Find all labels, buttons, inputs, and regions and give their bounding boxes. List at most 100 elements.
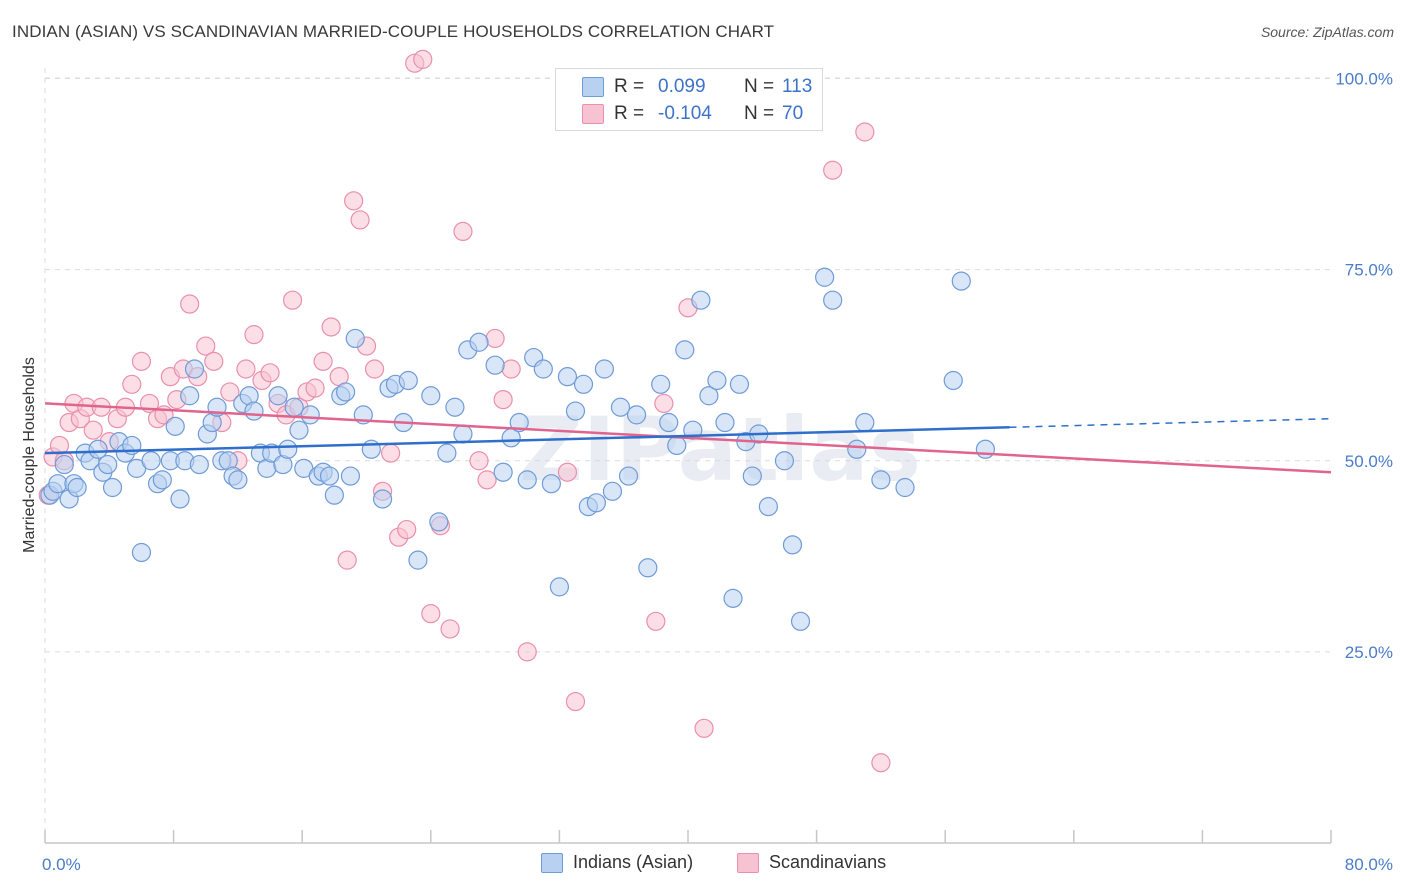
point-indians xyxy=(289,420,309,440)
stats-row-scandinavians: R = -0.104 N = 70 xyxy=(556,102,803,126)
point-scandinavians xyxy=(196,336,216,356)
point-scandinavians xyxy=(453,221,473,241)
point-scandinavians xyxy=(517,642,537,662)
point-scandinavians xyxy=(871,753,891,773)
point-scandinavians xyxy=(337,550,357,570)
point-scandinavians xyxy=(282,290,303,310)
point-indians xyxy=(758,497,778,517)
stats-row-indians: R = 0.099 N = 113 xyxy=(556,75,812,99)
point-indians xyxy=(278,439,298,459)
point-scandinavians xyxy=(557,462,578,482)
point-indians xyxy=(324,485,344,505)
point-indians xyxy=(602,481,623,501)
point-scandinavians xyxy=(244,325,264,345)
point-scandinavians xyxy=(654,393,674,414)
legend-label-scandinavians: Scandinavians xyxy=(769,852,887,872)
point-indians xyxy=(184,359,205,379)
point-indians xyxy=(895,477,915,498)
point-indians xyxy=(847,439,867,459)
y-tick-label: 25.0% xyxy=(1345,643,1393,662)
legend-item-scandinavians[interactable]: Scandinavians xyxy=(737,852,886,873)
point-indians xyxy=(445,397,465,417)
point-indians xyxy=(594,359,615,379)
point-indians xyxy=(618,466,639,486)
point-scandinavians xyxy=(421,604,441,624)
n-label: N = xyxy=(744,103,775,124)
point-indians xyxy=(244,401,264,421)
trend-line-indians xyxy=(44,426,1010,455)
r-label: R = xyxy=(614,76,645,97)
point-indians xyxy=(715,412,735,433)
point-indians xyxy=(421,386,441,406)
legend-item-indians[interactable]: Indians (Asian) xyxy=(541,852,693,873)
point-indians xyxy=(675,340,695,360)
source-credit: Source: ZipAtlas.com xyxy=(1260,24,1394,40)
point-indians xyxy=(228,470,248,490)
legend-label-indians: Indians (Asian) xyxy=(573,852,694,872)
point-scandinavians xyxy=(364,359,385,379)
x-tick-label-min: 0.0% xyxy=(42,855,81,874)
point-scandinavians xyxy=(83,420,103,440)
point-indians xyxy=(165,416,185,436)
point-indians xyxy=(453,424,473,444)
point-indians xyxy=(951,271,971,291)
point-scandinavians xyxy=(305,378,325,398)
indians-legend-swatch xyxy=(541,852,563,873)
point-scandinavians xyxy=(204,351,224,371)
point-scandinavians xyxy=(469,451,489,471)
point-scandinavians xyxy=(313,351,333,371)
point-indians xyxy=(141,451,161,471)
point-scandinavians xyxy=(131,351,152,371)
n-value: 70 xyxy=(782,103,804,124)
point-indians xyxy=(189,454,209,475)
point-indians xyxy=(98,454,118,475)
point-indians xyxy=(855,412,875,433)
x-axis xyxy=(44,830,1332,844)
r-label: R = xyxy=(614,103,645,124)
y-axis-title: Married-couple Households xyxy=(21,357,38,553)
point-indians xyxy=(742,466,762,486)
point-scandinavians xyxy=(397,519,417,540)
n-label: N = xyxy=(744,76,775,97)
point-scandinavians xyxy=(180,294,200,314)
point-indians xyxy=(651,374,671,394)
scandinavians-swatch xyxy=(582,104,604,124)
point-indians xyxy=(469,332,489,352)
point-indians xyxy=(319,466,340,486)
point-scandinavians xyxy=(646,611,666,631)
point-indians xyxy=(729,374,750,394)
point-scandinavians xyxy=(344,191,364,211)
r-value: -0.104 xyxy=(658,103,712,124)
point-scandinavians xyxy=(565,691,586,712)
y-tick-label: 75.0% xyxy=(1345,261,1393,280)
point-indians xyxy=(284,397,304,417)
point-indians xyxy=(782,535,803,555)
x-tick-label-max: 80.0% xyxy=(1345,855,1393,874)
point-indians xyxy=(871,470,891,490)
point-scandinavians xyxy=(501,359,521,379)
trend-lines xyxy=(44,402,1332,474)
point-indians xyxy=(610,397,631,417)
point-scandinavians xyxy=(477,470,497,490)
point-indians xyxy=(102,477,123,498)
point-indians xyxy=(429,512,449,532)
point-indians xyxy=(549,577,570,597)
point-scandinavians xyxy=(823,160,843,180)
point-scandinavians xyxy=(321,317,341,337)
point-indians xyxy=(493,462,513,482)
point-indians xyxy=(707,370,727,391)
r-value: 0.099 xyxy=(658,76,706,97)
y-tick-label: 100.0% xyxy=(1335,70,1393,89)
n-value: 113 xyxy=(782,76,813,97)
point-scandinavians xyxy=(220,382,240,402)
point-indians xyxy=(340,466,361,486)
point-indians xyxy=(88,439,108,459)
points-blue xyxy=(40,267,995,631)
point-indians xyxy=(398,370,418,391)
point-indians xyxy=(699,386,719,406)
point-indians xyxy=(667,435,687,456)
point-indians xyxy=(300,405,320,425)
point-indians xyxy=(823,290,843,310)
stats-legend: R = 0.099 N = 113 R = -0.104 N = 70 xyxy=(555,68,823,131)
